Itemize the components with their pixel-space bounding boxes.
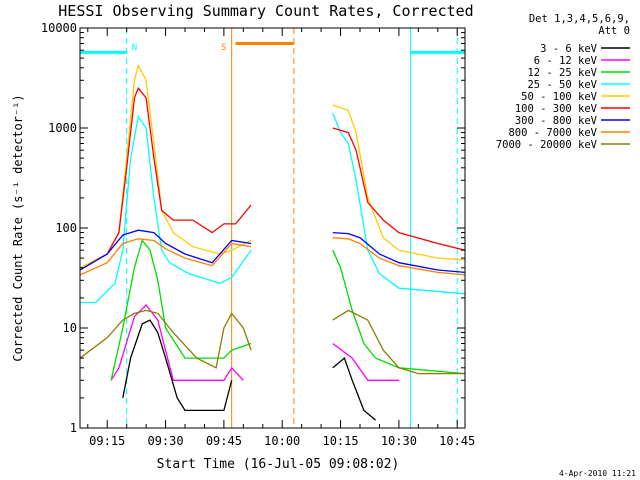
legend-label-5: 100 - 300 keV	[515, 103, 598, 115]
x-axis-label: Start Time (16-Jul-05 09:08:02)	[157, 457, 400, 472]
legend-label-2: 12 - 25 keV	[527, 67, 597, 79]
legend-header-0: Det 1,3,4,5,6,9,	[529, 13, 630, 25]
series-line-2	[110, 239, 465, 381]
chart-title: HESSI Observing Summary Count Rates, Cor…	[58, 2, 473, 20]
y-tick-label-4: 10000	[41, 21, 77, 35]
legend-label-0: 3 - 6 keV	[540, 43, 598, 55]
footer-date: 4-Apr-2010 11:21	[559, 469, 636, 478]
y-tick-label-2: 100	[55, 221, 77, 235]
legend-label-8: 7000 - 20000 keV	[496, 139, 598, 151]
series-line-6	[80, 229, 465, 274]
x-tick-label-4: 10:15	[322, 434, 358, 448]
y-tick-label-1: 10	[63, 321, 77, 335]
legend-header-1: Att 0	[598, 25, 630, 37]
y-tick-label-0: 1	[70, 421, 77, 435]
series-line-7	[80, 237, 465, 276]
legend-label-4: 50 - 100 keV	[521, 91, 598, 103]
axes: 1 10 100 1000 10000 09:15 09:30 09:45 10:00 10:15…	[41, 21, 475, 448]
annotation-1: S	[221, 43, 226, 53]
x-tick-label-2: 09:45	[206, 434, 242, 448]
x-tick-label-3: 10:00	[264, 434, 300, 448]
series-line-3	[80, 113, 465, 304]
x-tick-label-0: 09:15	[89, 434, 125, 448]
legend-label-3: 25 - 50 keV	[527, 79, 597, 91]
annotation-0: N	[132, 43, 137, 53]
legend-label-6: 300 - 800 keV	[515, 115, 598, 127]
legend-label-1: 6 - 12 keV	[534, 55, 598, 67]
y-tick-label-3: 1000	[48, 121, 77, 135]
x-tick-label-5: 10:30	[381, 434, 417, 448]
series-line-1	[110, 304, 399, 381]
series-line-8	[80, 309, 465, 375]
series-line-5	[80, 86, 465, 271]
series-line-0	[122, 319, 377, 421]
series-line-4	[80, 63, 465, 269]
legend-label-7: 800 - 7000 keV	[508, 127, 597, 139]
y-axis-label: Corrected Count Rate (s⁻¹ detector⁻¹)	[11, 94, 25, 361]
x-tick-label-1: 09:30	[147, 434, 183, 448]
x-tick-label-6: 10:45	[439, 434, 475, 448]
